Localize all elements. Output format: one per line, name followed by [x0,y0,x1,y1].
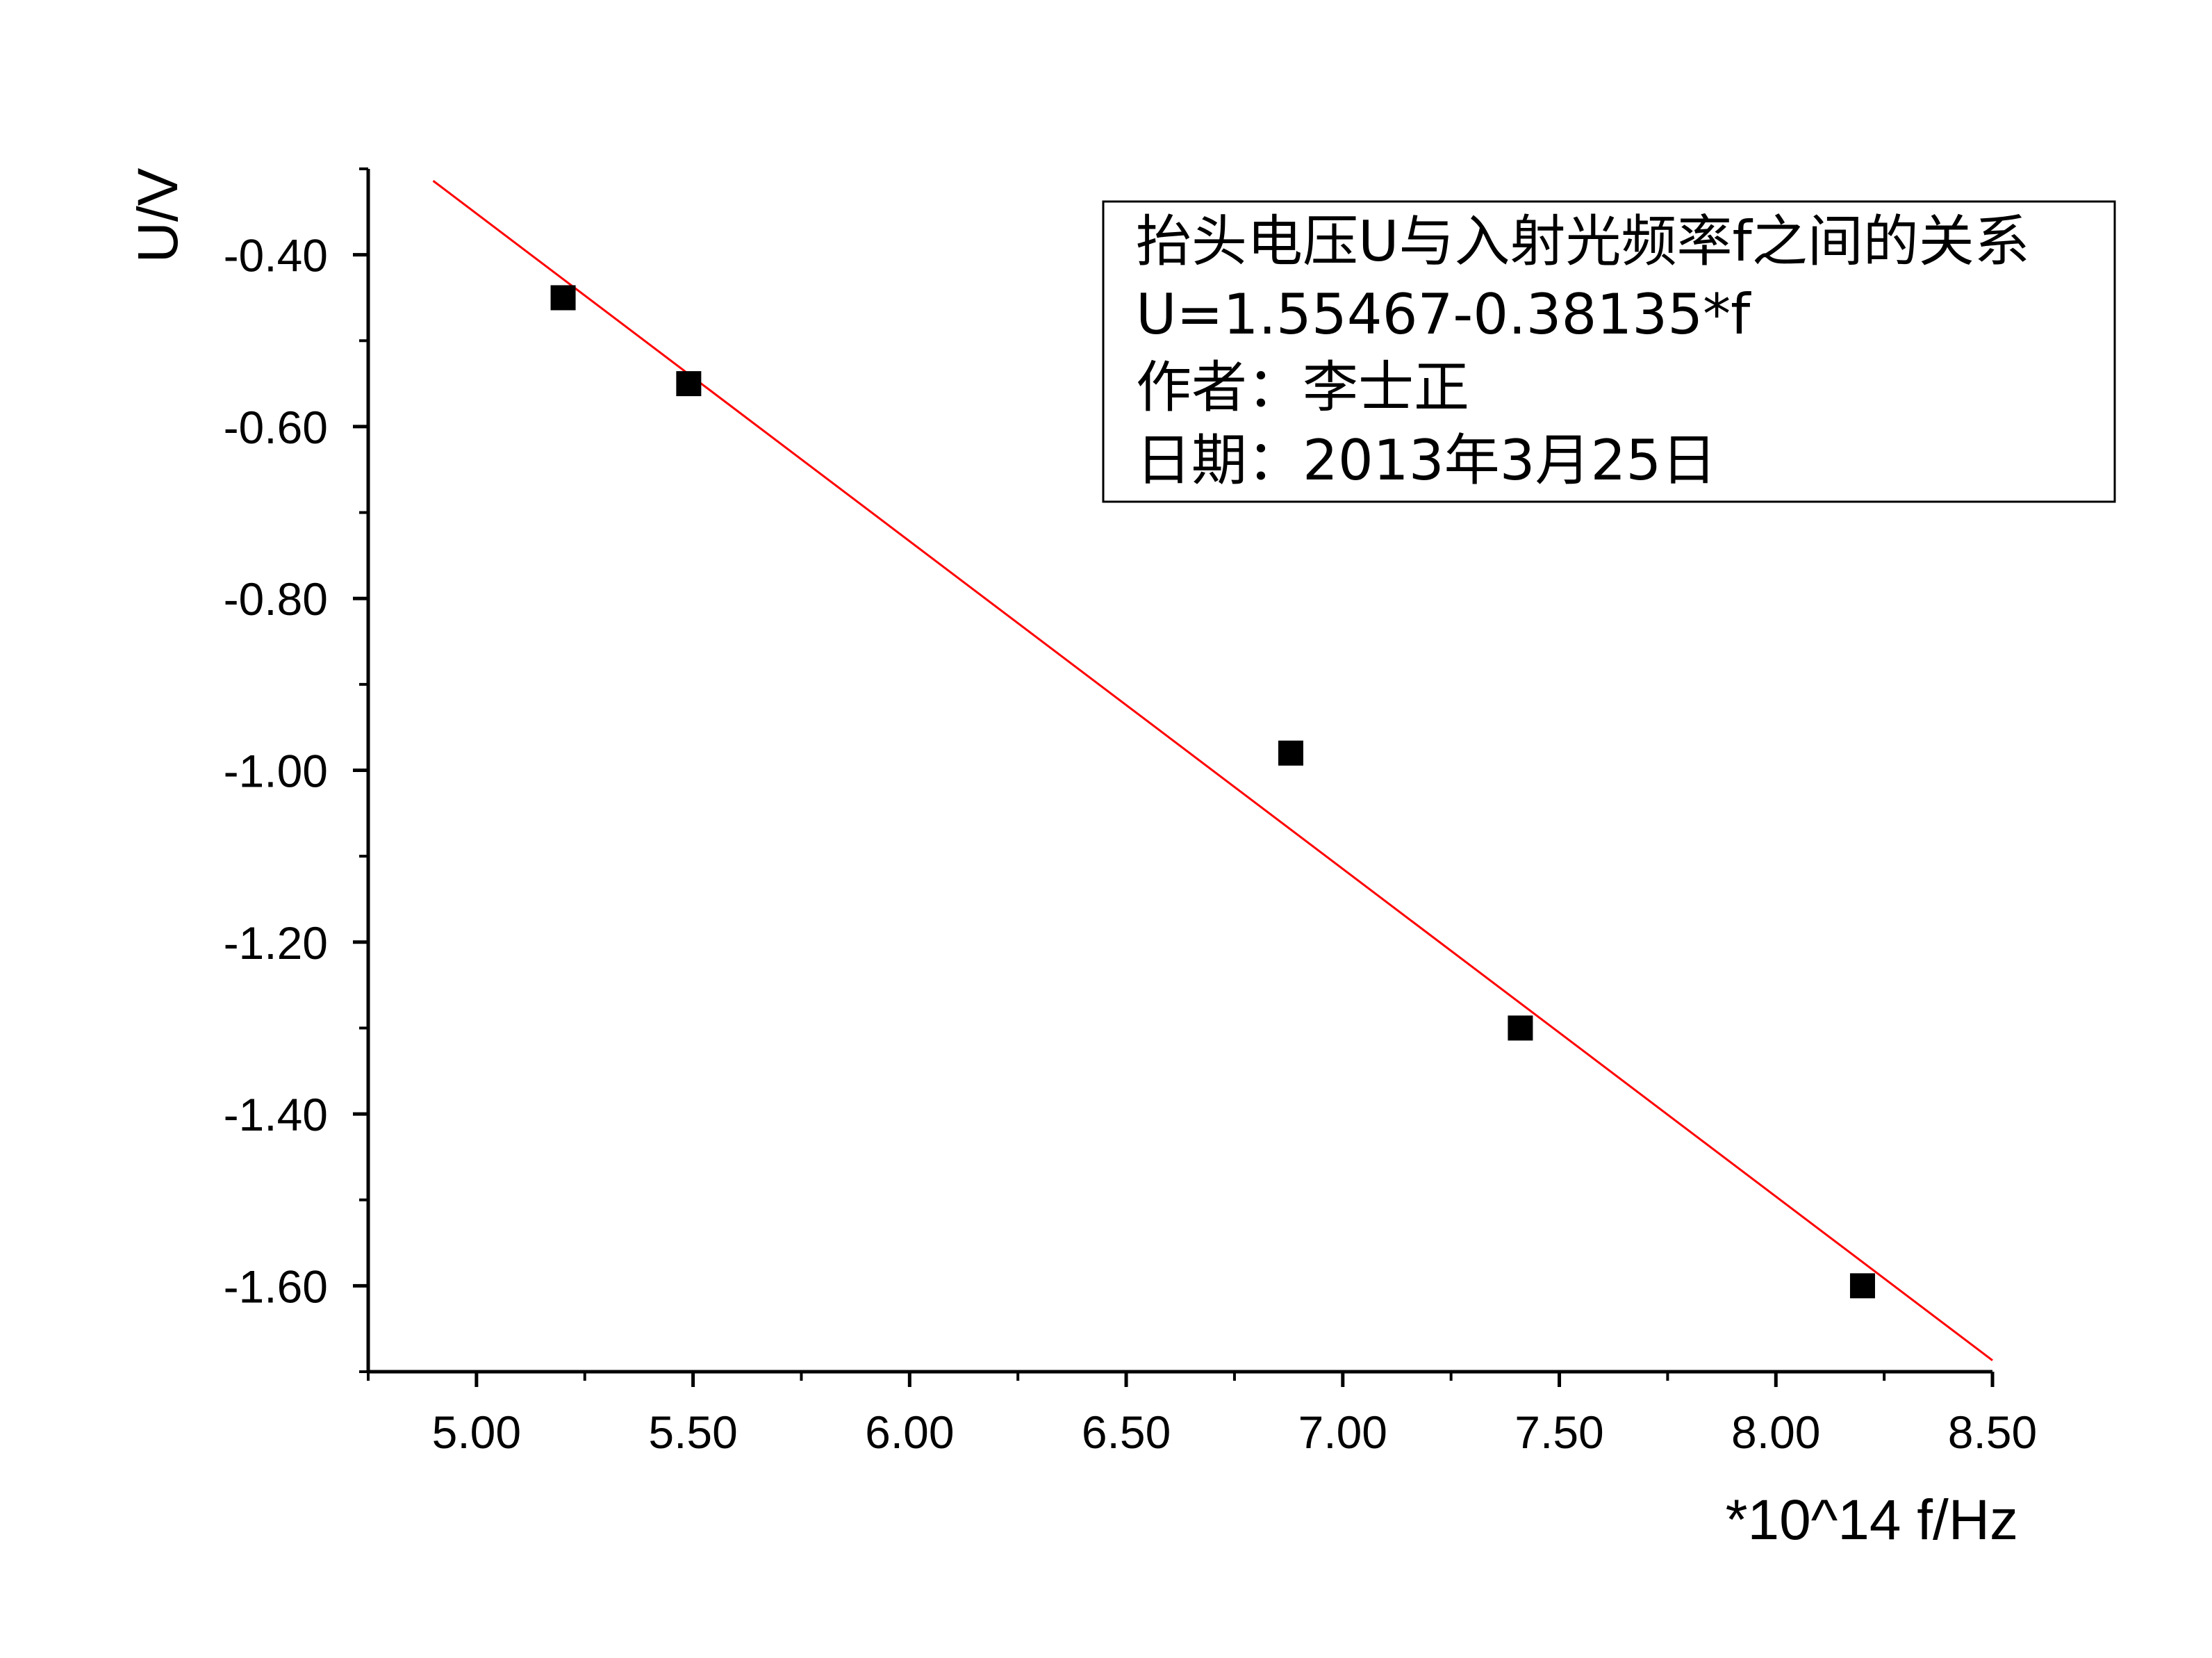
legend: 抬头电压U与入射光频率f之间的关系 U=1.55467-0.38135*f 作者… [1102,200,2116,503]
ticks [353,167,1995,1387]
y-tick-label: -1.00 [224,746,328,797]
data-point [676,371,702,397]
legend-equation: U=1.55467-0.38135*f [1136,282,1751,347]
legend-author: 作者：李士正 [1136,355,1469,420]
y-tick-label: -0.60 [224,402,328,453]
y-tick-label: -0.40 [224,230,328,281]
y-tick-label: -0.80 [224,573,328,625]
data-point [550,285,576,311]
x-tick-label: 7.00 [1298,1406,1387,1458]
y-tick-label: -1.20 [224,917,328,969]
x-tick-label: 7.50 [1514,1406,1603,1458]
x-tick-label: 5.50 [648,1406,737,1458]
x-tick-label: 8.00 [1731,1406,1820,1458]
x-tick-label: 5.00 [432,1406,521,1458]
y-axis-title: U/V [126,167,190,263]
x-axis-title: *10^14 f/Hz [1726,1488,2018,1552]
legend-title: 抬头电压U与入射光频率f之间的关系 [1136,209,2030,274]
x-tick-label: 6.50 [1082,1406,1171,1458]
data-point [1508,1015,1533,1041]
legend-date: 日期：2013年3月25日 [1136,428,1717,493]
y-tick-label: -1.40 [224,1089,328,1140]
tick-labels: 5.00 5.50 6.00 6.50 7.00 7.50 8.00 8.50 -0.40 -0.… [224,230,2038,1458]
legend-box [1102,200,2116,503]
data-point [1278,740,1303,766]
x-tick-label: 6.00 [865,1406,954,1458]
x-tick-label: 8.50 [1948,1406,2037,1458]
data-points [550,285,1875,1299]
y-tick-label: -1.60 [224,1261,328,1312]
data-point [1849,1273,1875,1299]
